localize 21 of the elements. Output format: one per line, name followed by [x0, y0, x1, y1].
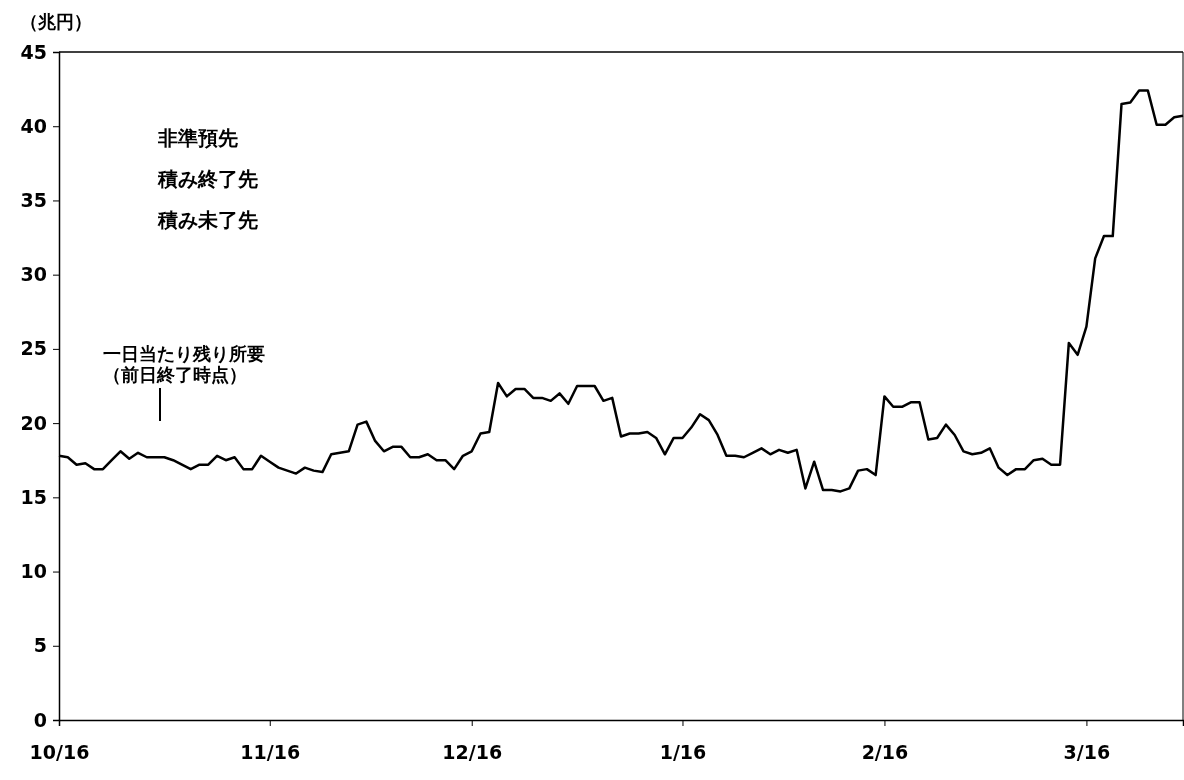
x-tick-label: 10/16 — [29, 741, 90, 764]
annotation: 積み終了先 — [157, 167, 258, 191]
annotation: 一日当たり残り所要（前日終了時点） — [103, 343, 265, 385]
y-tick-label: 10 — [20, 560, 47, 583]
annotation: 非準預先 — [157, 126, 238, 150]
x-tick-label: 1/16 — [659, 741, 707, 764]
y-tick-label: 25 — [20, 337, 47, 360]
y-tick-label: 15 — [20, 485, 47, 508]
y-tick-label: 30 — [20, 263, 47, 286]
x-tick-label: 11/16 — [240, 741, 301, 764]
y-tick-label: 20 — [20, 411, 47, 434]
y-axis-title: （兆円） — [20, 11, 92, 32]
y-tick-label: 35 — [20, 189, 47, 212]
y-tick-label: 40 — [20, 114, 47, 137]
annotation: 積み未了先 — [157, 208, 258, 232]
x-tick-label: 3/16 — [1063, 741, 1111, 764]
y-tick-label: 0 — [33, 708, 47, 731]
x-tick-label: 12/16 — [442, 741, 503, 764]
y-tick-label: 45 — [20, 40, 47, 63]
y-tick-label: 5 — [33, 634, 47, 657]
x-tick-label: 2/16 — [861, 741, 909, 764]
